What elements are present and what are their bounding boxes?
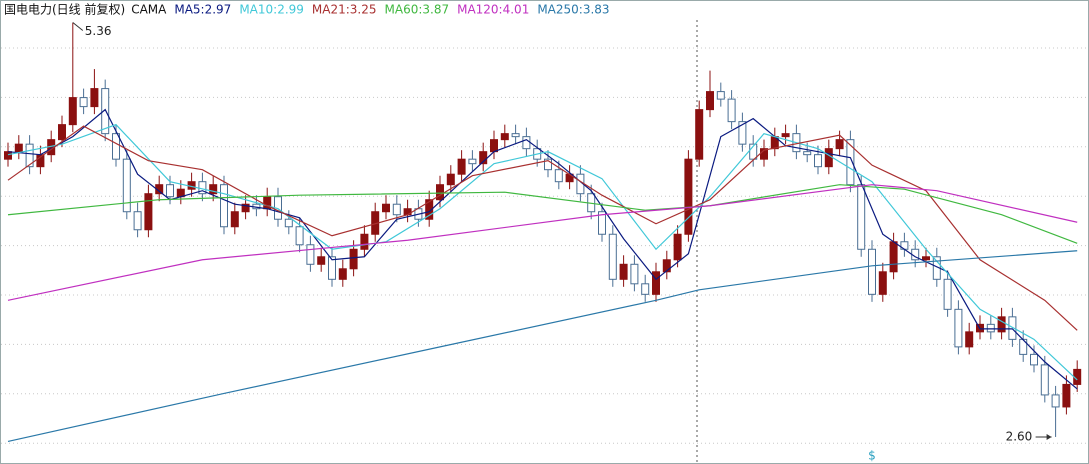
candle-body	[166, 184, 174, 198]
candle-body	[79, 97, 88, 108]
annotation: 5.36	[85, 24, 112, 38]
legend-entry: MA21:3.25	[312, 3, 377, 17]
candle-body	[716, 91, 725, 100]
candle-body	[824, 148, 833, 168]
candle-body	[673, 233, 682, 261]
candle-body	[868, 248, 876, 295]
ma-line	[7, 123, 1078, 381]
candle-body	[436, 184, 444, 201]
candle-body	[835, 139, 844, 150]
candle-body	[889, 241, 898, 273]
candle-body	[986, 323, 995, 333]
candle-body	[522, 136, 531, 150]
candle-body	[511, 133, 520, 138]
candle-body	[468, 158, 477, 165]
annotation-arrow	[72, 22, 84, 31]
candles	[4, 22, 1082, 437]
candle-body	[349, 248, 358, 270]
candle-body	[695, 109, 704, 160]
candle-body	[846, 139, 855, 186]
candle-body	[922, 256, 930, 261]
candle-body	[328, 256, 336, 280]
candle-body	[295, 226, 304, 246]
candle-body	[878, 271, 887, 295]
candle-body	[306, 244, 315, 265]
candle-body	[544, 158, 552, 171]
ma-line	[7, 184, 1078, 301]
candle-body	[749, 143, 758, 160]
candle-body	[382, 203, 390, 213]
candle-body	[68, 97, 77, 126]
candle-body	[1051, 394, 1060, 408]
candle-body	[457, 158, 466, 175]
candle-body	[1062, 383, 1071, 408]
candle-body	[241, 203, 250, 213]
chart-subtitle: CAMA	[131, 3, 167, 17]
chart-title: 国电电力(日线 前复权)	[4, 2, 125, 17]
candle-body	[652, 271, 660, 295]
candle-body	[943, 278, 952, 310]
candle-body	[738, 121, 747, 145]
candle-body	[209, 184, 218, 195]
candle-body	[1030, 353, 1038, 366]
candle-body	[706, 91, 714, 111]
candle-body	[58, 124, 66, 141]
annotation: 2.60	[1006, 429, 1033, 443]
candle-body	[1008, 316, 1017, 340]
candle-body	[554, 169, 563, 183]
ma-line	[7, 125, 1078, 331]
legend-entry: MA250:3.83	[537, 3, 609, 17]
candle-body	[144, 193, 153, 231]
candle-body	[230, 211, 239, 228]
annotation-arrowhead	[1046, 433, 1052, 440]
candle-body	[781, 133, 790, 138]
candle-body	[392, 203, 401, 216]
legend-entry: MA60:3.87	[385, 3, 450, 17]
candle-body	[338, 268, 347, 280]
candle-body	[101, 88, 110, 135]
candle-body	[619, 263, 628, 280]
candle-body	[662, 259, 671, 273]
candle-body	[500, 133, 509, 141]
candle-body	[317, 256, 326, 265]
legend-entry: MA10:2.99	[239, 3, 304, 17]
candle-body	[641, 283, 650, 295]
legend-entry: MA5:2.97	[174, 3, 231, 17]
candle-body	[490, 139, 498, 153]
candle-body	[14, 143, 23, 153]
ma-line	[7, 250, 1078, 443]
annotation: $	[868, 449, 876, 463]
candle-body	[803, 151, 812, 156]
ma-line	[7, 108, 1078, 390]
candle-body	[284, 218, 293, 228]
candle-body	[112, 133, 120, 160]
candle-body	[608, 233, 617, 280]
candle-body	[220, 184, 228, 228]
candle-body	[90, 88, 99, 108]
candle-body	[122, 158, 131, 213]
candle-body	[133, 211, 142, 231]
legend-entry: MA120:4.01	[457, 3, 529, 17]
candle-body	[598, 211, 606, 235]
candle-body	[965, 331, 974, 348]
candle-body	[25, 143, 34, 168]
candle-body	[954, 308, 963, 348]
candle-body	[814, 154, 822, 168]
candle-body	[360, 233, 369, 250]
candle-body	[997, 316, 1006, 333]
candle-body	[630, 263, 639, 285]
legend: 国电电力(日线 前复权) CAMA MA5:2.97 MA10:2.99 MA21:3…	[4, 2, 610, 17]
candle-body	[857, 184, 866, 250]
candle-body	[727, 98, 736, 123]
candle-body	[4, 151, 12, 160]
candle-body	[1040, 364, 1049, 396]
candle-body	[425, 199, 434, 220]
candle-body	[446, 173, 455, 186]
candle-body	[684, 158, 693, 235]
